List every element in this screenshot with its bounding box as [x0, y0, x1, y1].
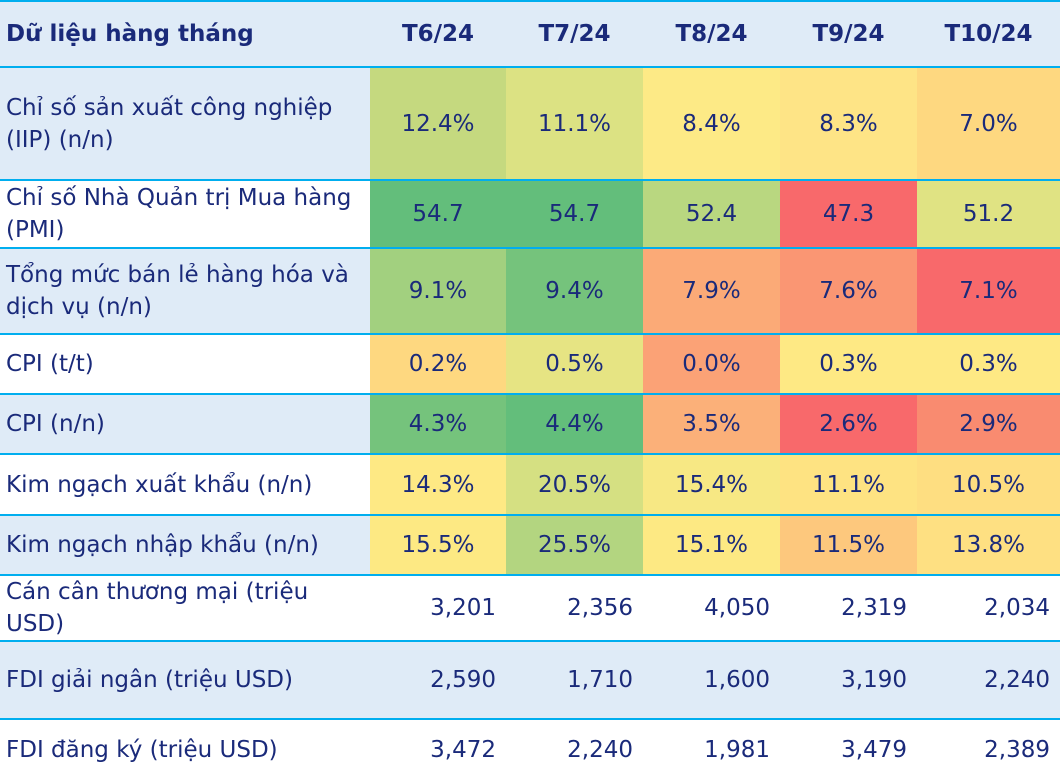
column-header: T8/24	[643, 0, 780, 67]
header-label: Dữ liệu hàng tháng	[0, 0, 370, 67]
heatmap-cell: 2.9%	[917, 393, 1060, 454]
row-label: CPI (t/t)	[0, 333, 370, 394]
heatmap-cell: 12.4%	[370, 66, 506, 180]
heatmap-cell: 8.3%	[780, 66, 917, 180]
heatmap-cell: 52.4	[643, 179, 780, 248]
heatmap-cell: 0.3%	[917, 333, 1060, 394]
row-label: Cán cân thương mại (triệu USD)	[0, 574, 370, 641]
heatmap-cell: 4.4%	[506, 393, 643, 454]
table-row: CPI (t/t) 0.2% 0.5% 0.0% 0.3% 0.3%	[0, 333, 1060, 394]
heatmap-cell: 4,050	[643, 574, 780, 641]
heatmap-cell: 0.0%	[643, 333, 780, 394]
heatmap-cell: 0.5%	[506, 333, 643, 394]
heatmap-cell: 2,240	[917, 640, 1060, 719]
heatmap-cell: 2,240	[506, 718, 643, 779]
table-row: Kim ngạch xuất khẩu (n/n) 14.3% 20.5% 15.4%…	[0, 453, 1060, 515]
table-row: Chỉ số sản xuất công nghiệp (IIP) (n/n) 1…	[0, 66, 1060, 180]
heatmap-cell: 1,710	[506, 640, 643, 719]
heatmap-cell: 2,590	[370, 640, 506, 719]
heatmap-cell: 2,034	[917, 574, 1060, 641]
heatmap-cell: 47.3	[780, 179, 917, 248]
heatmap-cell: 15.4%	[643, 453, 780, 515]
header-row: Dữ liệu hàng tháng T6/24 T7/24 T8/24 T9/…	[0, 0, 1060, 67]
heatmap-cell: 4.3%	[370, 393, 506, 454]
heatmap-cell: 3,190	[780, 640, 917, 719]
table-row: FDI giải ngân (triệu USD) 2,590 1,710 1,600…	[0, 640, 1060, 719]
column-header: T7/24	[506, 0, 643, 67]
heatmap-cell: 3,479	[780, 718, 917, 779]
heatmap-cell: 7.9%	[643, 247, 780, 334]
heatmap-cell: 25.5%	[506, 514, 643, 575]
heatmap-cell: 7.1%	[917, 247, 1060, 334]
heatmap-cell: 20.5%	[506, 453, 643, 515]
heatmap-cell: 13.8%	[917, 514, 1060, 575]
heatmap-cell: 54.7	[370, 179, 506, 248]
heatmap-cell: 2,389	[917, 718, 1060, 779]
heatmap-cell: 3,472	[370, 718, 506, 779]
heatmap-cell: 2,356	[506, 574, 643, 641]
heatmap-cell: 2,319	[780, 574, 917, 641]
row-label: Kim ngạch nhập khẩu (n/n)	[0, 514, 370, 575]
row-label: CPI (n/n)	[0, 393, 370, 454]
heatmap-cell: 51.2	[917, 179, 1060, 248]
table-body: Chỉ số sản xuất công nghiệp (IIP) (n/n) 1…	[0, 66, 1060, 779]
row-label: Kim ngạch xuất khẩu (n/n)	[0, 453, 370, 515]
heatmap-cell: 14.3%	[370, 453, 506, 515]
heatmap-cell: 2.6%	[780, 393, 917, 454]
heatmap-cell: 9.1%	[370, 247, 506, 334]
heatmap-cell: 3,201	[370, 574, 506, 641]
heatmap-cell: 1,600	[643, 640, 780, 719]
column-header: T9/24	[780, 0, 917, 67]
column-header: T6/24	[370, 0, 506, 67]
heatmap-cell: 3.5%	[643, 393, 780, 454]
row-label: FDI đăng ký (triệu USD)	[0, 718, 370, 779]
heatmap-cell: 11.1%	[780, 453, 917, 515]
table-row: Tổng mức bán lẻ hàng hóa và dịch vụ (n/n…	[0, 247, 1060, 334]
table-row: Cán cân thương mại (triệu USD) 3,201 2,356…	[0, 574, 1060, 641]
row-label: Tổng mức bán lẻ hàng hóa và dịch vụ (n/n…	[0, 247, 370, 334]
table-row: Chỉ số Nhà Quản trị Mua hàng (PMI) 54.7 54…	[0, 179, 1060, 248]
heatmap-cell: 0.2%	[370, 333, 506, 394]
heatmap-cell: 8.4%	[643, 66, 780, 180]
table-row: FDI đăng ký (triệu USD) 3,472 2,240 1,981 3,…	[0, 718, 1060, 779]
column-header: T10/24	[917, 0, 1060, 67]
heatmap-cell: 9.4%	[506, 247, 643, 334]
heatmap-cell: 0.3%	[780, 333, 917, 394]
heatmap-cell: 15.5%	[370, 514, 506, 575]
heatmap-cell: 10.5%	[917, 453, 1060, 515]
row-label: FDI giải ngân (triệu USD)	[0, 640, 370, 719]
row-label: Chỉ số sản xuất công nghiệp (IIP) (n/n)	[0, 66, 370, 180]
heatmap-cell: 11.1%	[506, 66, 643, 180]
table-row: Kim ngạch nhập khẩu (n/n) 15.5% 25.5% 15.1%…	[0, 514, 1060, 575]
heatmap-cell: 11.5%	[780, 514, 917, 575]
heatmap-cell: 7.6%	[780, 247, 917, 334]
heatmap-cell: 54.7	[506, 179, 643, 248]
heatmap-cell: 15.1%	[643, 514, 780, 575]
heatmap-cell: 1,981	[643, 718, 780, 779]
row-label: Chỉ số Nhà Quản trị Mua hàng (PMI)	[0, 179, 370, 248]
heatmap-cell: 7.0%	[917, 66, 1060, 180]
table-row: CPI (n/n) 4.3% 4.4% 3.5% 2.6% 2.9%	[0, 393, 1060, 454]
